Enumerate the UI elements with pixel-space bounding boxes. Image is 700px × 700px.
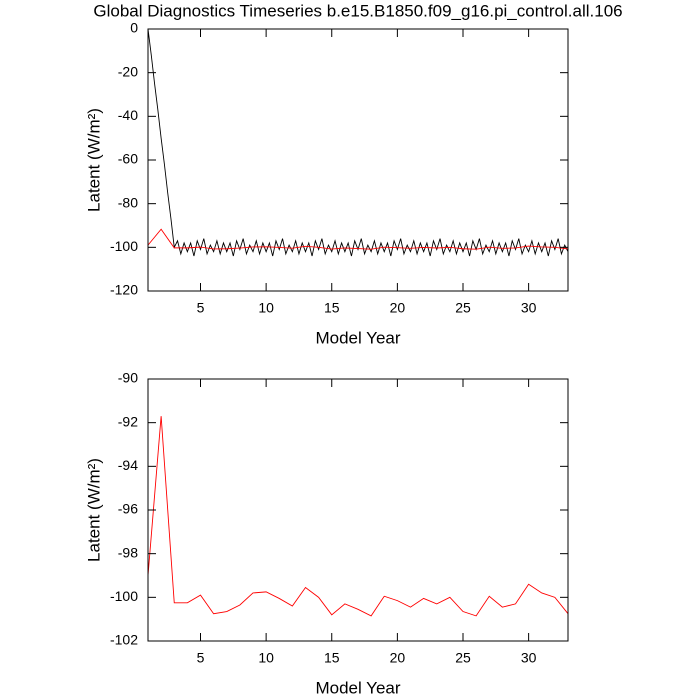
x-tick-label: 15 bbox=[324, 300, 340, 316]
y-tick-label: -92 bbox=[118, 413, 138, 429]
y-tick-label: -102 bbox=[110, 632, 138, 648]
y-tick-label: 0 bbox=[130, 20, 138, 36]
y-axis-label: Latent (W/m²) bbox=[84, 108, 103, 212]
y-tick-label: -96 bbox=[118, 501, 138, 517]
x-tick-label: 25 bbox=[455, 650, 471, 666]
y-axis-label: Latent (W/m²) bbox=[84, 458, 103, 562]
y-tick-label: -20 bbox=[118, 63, 138, 79]
y-tick-label: -98 bbox=[118, 544, 138, 560]
data-line bbox=[147, 228, 569, 250]
data-line bbox=[147, 416, 569, 617]
x-tick-label: 30 bbox=[521, 300, 537, 316]
x-axis-label: Model Year bbox=[315, 678, 400, 697]
y-tick-label: -100 bbox=[110, 238, 138, 254]
x-tick-label: 5 bbox=[197, 650, 205, 666]
x-tick-label: 25 bbox=[455, 300, 471, 316]
y-tick-label: -90 bbox=[118, 370, 138, 386]
x-tick-label: 15 bbox=[324, 650, 340, 666]
y-tick-label: -80 bbox=[118, 194, 138, 210]
y-tick-label: -120 bbox=[110, 282, 138, 298]
chart-title: Global Diagnostics Timeseries b.e15.B185… bbox=[93, 1, 622, 20]
y-tick-label: -60 bbox=[118, 151, 138, 167]
x-tick-label: 30 bbox=[521, 650, 537, 666]
y-tick-label: -100 bbox=[110, 588, 138, 604]
y-tick-label: -40 bbox=[118, 107, 138, 123]
x-tick-label: 5 bbox=[197, 300, 205, 316]
x-axis-label: Model Year bbox=[315, 328, 400, 347]
x-tick-label: 10 bbox=[258, 300, 274, 316]
x-tick-label: 10 bbox=[258, 650, 274, 666]
x-tick-label: 20 bbox=[390, 650, 406, 666]
x-tick-label: 20 bbox=[390, 300, 406, 316]
y-tick-label: -94 bbox=[118, 457, 138, 473]
plot-frame bbox=[147, 28, 569, 292]
data-line bbox=[147, 28, 569, 257]
plot-frame bbox=[147, 378, 569, 642]
